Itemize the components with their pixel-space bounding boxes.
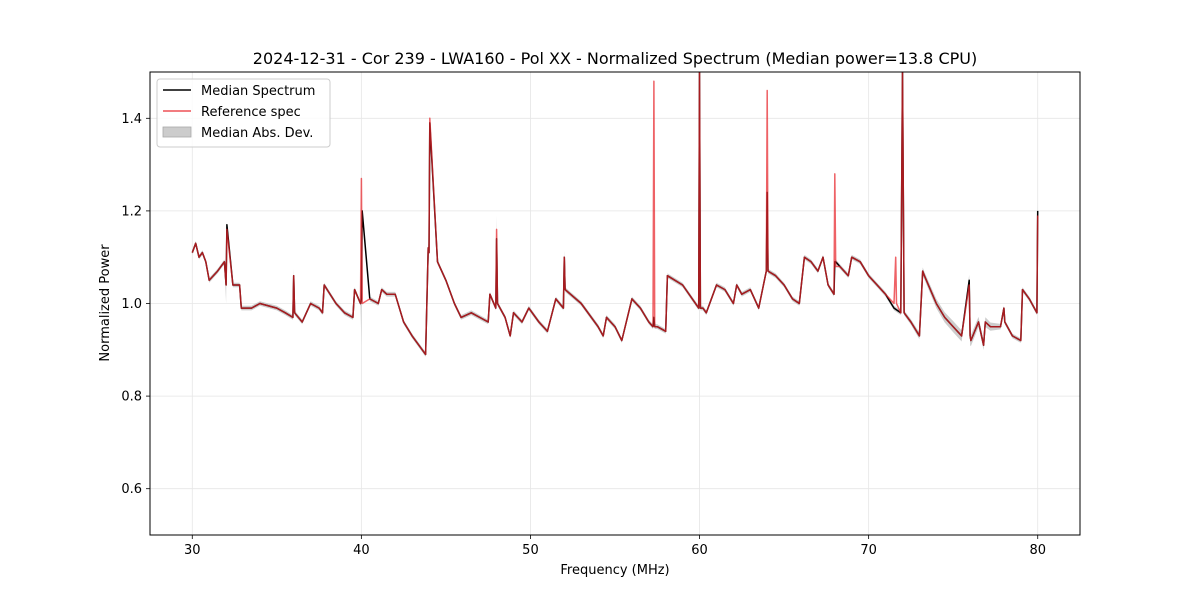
legend-label-median: Median Spectrum <box>201 84 315 99</box>
x-axis-label: Frequency (MHz) <box>560 563 669 578</box>
x-tick-label: 80 <box>1029 543 1046 558</box>
legend: Median Spectrum Reference spec Median Ab… <box>156 78 331 148</box>
chart-title: 2024-12-31 - Cor 239 - LWA160 - Pol XX -… <box>253 49 977 68</box>
x-tick-label: 50 <box>522 543 539 558</box>
x-tick-label: 30 <box>184 543 201 558</box>
legend-label-mad: Median Abs. Dev. <box>201 126 313 141</box>
y-axis: 0.6 0.8 1.0 1.2 1.4 <box>121 112 150 497</box>
x-axis: 30 40 50 60 70 80 <box>184 535 1046 558</box>
x-tick-label: 60 <box>691 543 708 558</box>
y-tick-label: 1.2 <box>121 204 142 219</box>
plot-area <box>191 72 1039 357</box>
legend-label-reference: Reference spec <box>201 105 301 120</box>
x-tick-label: 40 <box>353 543 370 558</box>
legend-box <box>156 78 331 148</box>
x-tick-label: 70 <box>860 543 877 558</box>
grid <box>150 72 1080 535</box>
y-tick-label: 1.0 <box>121 297 142 312</box>
y-tick-label: 0.6 <box>121 482 142 497</box>
y-axis-label: Normalized Power <box>98 244 113 362</box>
y-tick-label: 0.8 <box>121 390 142 405</box>
y-tick-label: 1.4 <box>121 112 142 127</box>
legend-swatch-mad <box>162 126 192 138</box>
mad-band <box>192 72 1038 357</box>
reference-spectrum-line <box>191 72 1039 356</box>
